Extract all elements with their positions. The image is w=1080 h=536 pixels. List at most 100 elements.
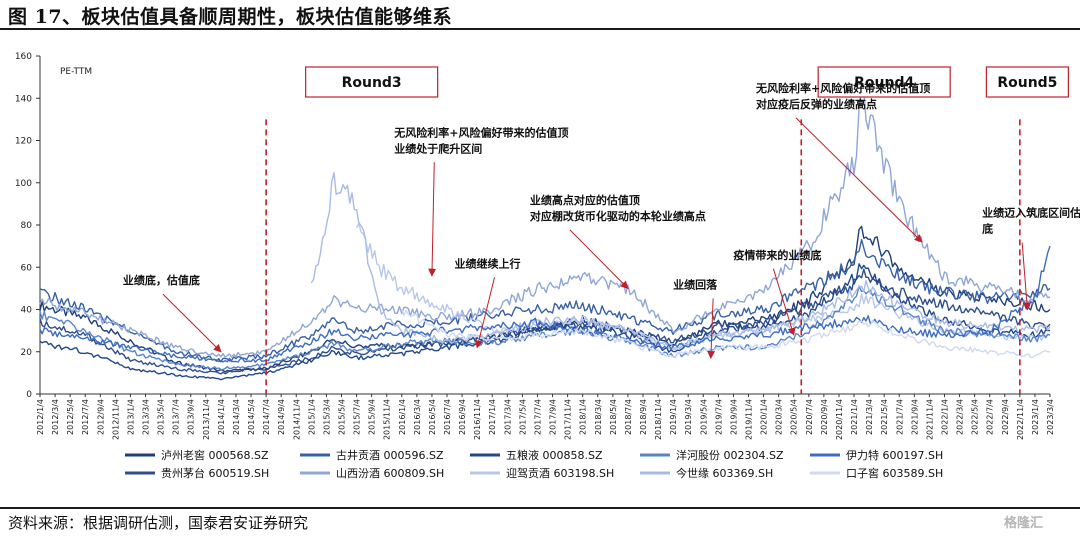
annotation-text: 业绩继续上行 <box>455 256 521 270</box>
x-tick-label: 2012/5/4 <box>66 399 75 435</box>
x-tick-label: 2018/11/4 <box>654 399 663 440</box>
round-box-label: Round4 <box>854 75 914 91</box>
series-line-3 <box>39 239 1051 363</box>
x-tick-label: 2020/5/4 <box>790 399 799 435</box>
annotation-text: 业绩迈入筑底区间估值 <box>982 206 1080 220</box>
legend-label: 泸州老窖 000568.SZ <box>161 448 269 462</box>
x-tick-label: 2012/3/4 <box>51 399 60 435</box>
source-note: 资料来源：根据调研估测，国泰君安证券研究 <box>8 514 309 532</box>
x-tick-label: 2022/9/4 <box>1001 399 1010 435</box>
round-box <box>985 66 1069 98</box>
y-tick-label: 140 <box>15 94 32 104</box>
y-tick-label: 100 <box>15 179 32 189</box>
x-tick-label: 2015/9/4 <box>368 399 377 435</box>
x-tick-label: 2022/3/4 <box>956 399 965 435</box>
x-tick-label: 2012/1/4 <box>36 399 45 435</box>
x-tick-label: 2015/7/4 <box>353 399 362 435</box>
series-line-5 <box>39 263 1050 381</box>
figure-title: 图 17、板块估值具备顺周期性，板块估值能够维系 <box>8 6 453 28</box>
x-tick-label: 2020/3/4 <box>775 399 784 435</box>
x-tick-label: 2015/3/4 <box>322 399 331 435</box>
x-tick-label: 2021/11/4 <box>925 399 934 440</box>
y-tick-label: 40 <box>21 306 33 316</box>
y-tick-label: 80 <box>21 221 33 231</box>
series-line-8 <box>310 172 1051 351</box>
x-tick-label: 2014/1/4 <box>217 399 226 435</box>
legend-label: 古井贡酒 000596.SZ <box>336 448 444 462</box>
x-tick-label: 2022/7/4 <box>986 399 995 435</box>
x-tick-label: 2013/9/4 <box>187 399 196 435</box>
x-tick-label: 2019/9/4 <box>729 399 738 435</box>
x-tick-label: 2015/1/4 <box>307 399 316 435</box>
pe-chart: 0 20 40 60 80 100 120 140 160 PE-TTM 2012/1/4 2012/… <box>15 52 1080 480</box>
series-line-7 <box>39 285 1051 371</box>
x-tick-label: 2019/3/4 <box>684 399 693 435</box>
x-tick-label: 2012/7/4 <box>81 399 90 435</box>
x-tick-label: 2013/3/4 <box>142 399 151 435</box>
annotation-arrow <box>162 293 222 353</box>
x-tick-label: 2013/5/4 <box>157 399 166 435</box>
annotation-text: 疫情带来的业绩底 <box>733 248 821 262</box>
x-tick-label: 2016/7/4 <box>443 399 452 435</box>
legend-label: 洋河股份 002304.SZ <box>676 448 784 462</box>
chart-series <box>39 88 1051 381</box>
y-tick-label: 20 <box>21 348 33 358</box>
x-tick-label: 2012/9/4 <box>96 399 105 435</box>
x-tick-label: 2023/3/4 <box>1046 399 1055 435</box>
round-box <box>817 66 951 98</box>
x-tick-label: 2017/1/4 <box>488 399 497 435</box>
annotation-text: 底 <box>982 222 993 236</box>
legend-label: 山西汾酒 600809.SH <box>336 467 444 480</box>
top-rule <box>0 28 1080 30</box>
x-tick-label: 2016/9/4 <box>458 399 467 435</box>
annotation-text: 业绩处于爬升区间 <box>394 141 482 155</box>
annotation-text: 对应棚改货币化驱动的本轮业绩高点 <box>530 209 706 223</box>
annotation-arrow <box>428 162 437 277</box>
y-tick-label: 0 <box>26 390 32 400</box>
annotation-arrow <box>707 298 716 360</box>
annotation-text: 业绩回落 <box>673 277 718 291</box>
x-tick-label: 2017/5/4 <box>518 399 527 435</box>
series-line-4 <box>39 88 1051 358</box>
x-tick-label: 2022/11/4 <box>1016 399 1025 440</box>
y-tick-label: 160 <box>15 52 32 62</box>
y-tick-label: 60 <box>21 263 33 273</box>
x-tick-label: 2017/9/4 <box>549 399 558 435</box>
x-tick-label: 2017/7/4 <box>533 399 542 435</box>
x-tick-label: 2018/9/4 <box>639 399 648 435</box>
x-tick-label: 2016/5/4 <box>428 399 437 435</box>
bottom-rule <box>0 507 1080 509</box>
x-tick-label: 2018/5/4 <box>609 399 618 435</box>
x-tick-label: 2019/1/4 <box>669 399 678 435</box>
annotation-arrow <box>772 268 796 336</box>
x-tick-label: 2014/9/4 <box>277 399 286 435</box>
annotation-arrow <box>474 277 496 349</box>
y-tick-label: 120 <box>15 137 32 147</box>
x-tick-label: 2021/5/4 <box>880 399 889 435</box>
y-axis-label: PE-TTM <box>60 67 92 77</box>
x-tick-label: 2019/5/4 <box>699 399 708 435</box>
x-tick-label: 2023/1/4 <box>1031 399 1040 435</box>
x-tick-label: 2012/11/4 <box>111 399 120 440</box>
watermark-logo: 格隆汇 <box>1004 516 1044 531</box>
series-line-2 <box>39 268 1051 375</box>
series-line-10 <box>401 308 1051 359</box>
x-tick-label: 2018/3/4 <box>594 399 603 435</box>
x-tick-label: 2018/1/4 <box>579 399 588 435</box>
legend-label: 今世缘 603369.SH <box>676 466 773 480</box>
round-box <box>305 66 439 98</box>
x-tick-label: 2014/3/4 <box>232 399 241 435</box>
annotation-arrow <box>1021 242 1031 311</box>
x-tick-label: 2014/5/4 <box>247 399 256 435</box>
annotation-arrow <box>795 117 923 243</box>
x-tick-label: 2019/7/4 <box>714 399 723 435</box>
legend-label: 口子窖 603589.SH <box>846 466 943 480</box>
series-line-9 <box>39 245 1051 363</box>
x-tick-label: 2013/11/4 <box>202 399 211 440</box>
annotation-text: 无风险利率+风险偏好带来的估值顶 <box>755 81 930 95</box>
chart-axes: 0 20 40 60 80 100 120 140 160 PE-TTM 2012/1/4 2012/… <box>15 52 1055 440</box>
x-tick-label: 2013/1/4 <box>126 399 135 435</box>
x-tick-label: 2017/11/4 <box>564 399 573 440</box>
x-tick-label: 2015/11/4 <box>383 399 392 440</box>
